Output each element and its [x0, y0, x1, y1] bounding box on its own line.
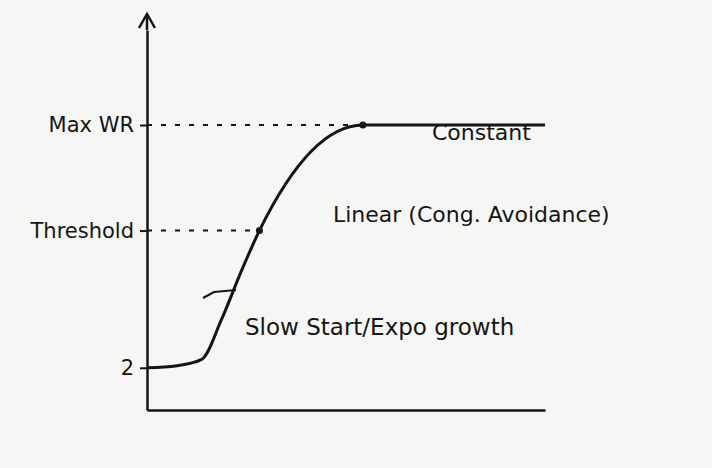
- leader-line: [203, 290, 236, 298]
- annotation: Linear (Cong. Avoidance): [333, 202, 610, 227]
- chart: 2 Threshold Max WR Constant Linear (Cong. Av…: [0, 0, 712, 468]
- y-axis: 2 Threshold Max WR: [30, 31, 148, 411]
- bend-point: [359, 122, 366, 129]
- axis-arrow: [146, 14, 149, 30]
- x-axis: [148, 410, 546, 411]
- bend-point: [256, 227, 263, 234]
- x-axis-line: [148, 409, 546, 412]
- y-tick: Threshold: [30, 219, 148, 243]
- y-axis-line: [146, 31, 149, 411]
- y-tick-label: Threshold: [30, 219, 135, 243]
- y-tick-label: 2: [121, 356, 134, 380]
- y-tick: 2: [121, 356, 147, 380]
- cwnd-line: [147, 125, 545, 368]
- annotation: Constant: [432, 120, 531, 145]
- y-tick-label: Max WR: [49, 113, 134, 137]
- y-tick-mark: [140, 230, 147, 232]
- guide-line: [147, 230, 259, 232]
- y-tick-mark: [140, 125, 147, 127]
- y-tick: Max WR: [49, 113, 147, 137]
- annotation: Slow Start/Expo growth: [245, 314, 514, 340]
- y-tick-mark: [140, 367, 147, 369]
- plot-area: [147, 122, 545, 368]
- guide-line: [147, 124, 363, 126]
